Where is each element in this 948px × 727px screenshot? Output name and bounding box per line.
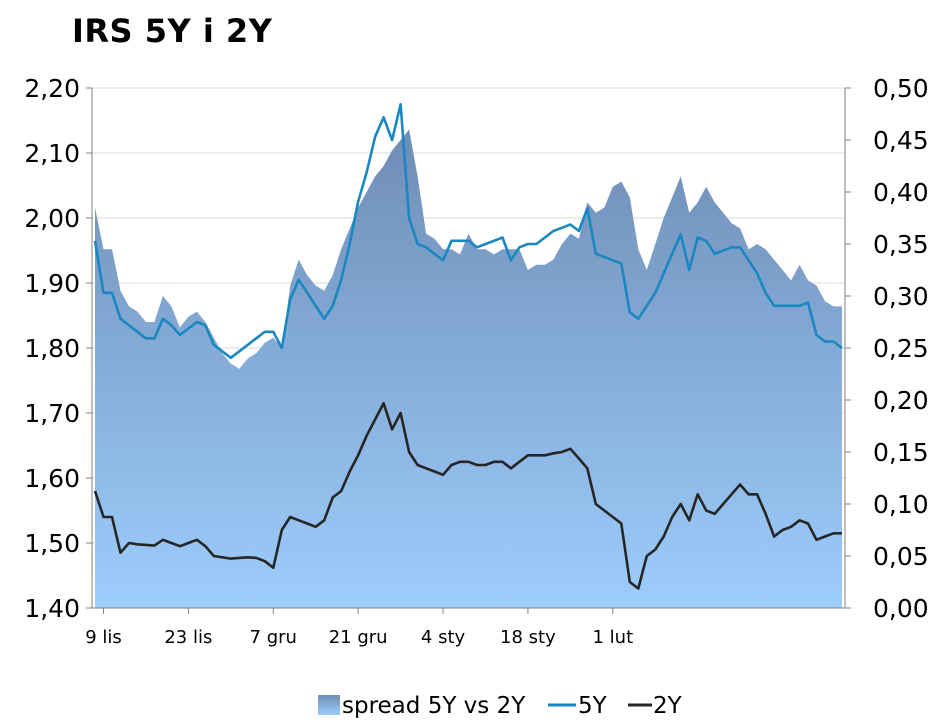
series-spread-5y-vs-2y — [95, 129, 842, 608]
legend: spread 5Y vs 2Y 5Y 2Y — [318, 693, 683, 719]
right-tick-label: 0,35 — [873, 230, 929, 259]
x-tick-label: 7 gru — [250, 627, 297, 648]
legend-label-spread: spread 5Y vs 2Y — [342, 693, 526, 719]
series-2y-line — [93, 401, 842, 590]
right-tick-label: 0,20 — [873, 386, 929, 415]
axes: 1,40 1,50 1,60 1,70 1,80 1,90 2,00 2,10 2,20 0,00… — [24, 74, 928, 648]
right-tick-label: 0,30 — [873, 282, 929, 311]
left-tick-label: 1,70 — [24, 399, 80, 428]
series-5y-line — [93, 103, 843, 360]
right-tick-label: 0,25 — [873, 334, 929, 363]
spread-area — [95, 129, 842, 608]
x-tick-label: 1 lut — [592, 627, 633, 648]
chart-title: IRS 5Y i 2Y — [72, 12, 273, 50]
right-tick-label: 0,40 — [873, 178, 929, 207]
legend-label-2y: 2Y — [653, 693, 683, 719]
x-tick-label: 18 sty — [500, 627, 556, 648]
left-tick-label: 1,60 — [24, 464, 80, 493]
right-tick-label: 0,10 — [873, 490, 929, 519]
left-tick-label: 1,50 — [24, 529, 80, 558]
left-tick-label: 1,90 — [24, 269, 80, 298]
right-tick-label: 0,15 — [873, 438, 929, 467]
right-tick-label: 0,50 — [873, 74, 929, 103]
left-tick-label: 2,20 — [24, 74, 80, 103]
x-tick-label: 4 sty — [421, 627, 466, 648]
series-lines — [93, 103, 843, 590]
left-tick-label: 2,10 — [24, 139, 80, 168]
right-tick-label: 0,00 — [873, 594, 929, 623]
legend-swatch-spread — [318, 695, 340, 715]
left-tick-label: 2,00 — [24, 204, 80, 233]
left-tick-label: 1,40 — [24, 594, 80, 623]
right-tick-label: 0,45 — [873, 126, 929, 155]
left-tick-label: 1,80 — [24, 334, 80, 363]
legend-label-5y: 5Y — [578, 693, 608, 719]
right-tick-label: 0,05 — [873, 542, 929, 571]
x-tick-label: 9 lis — [85, 627, 122, 648]
x-tick-label: 23 lis — [164, 627, 212, 648]
x-tick-label: 21 gru — [329, 627, 388, 648]
